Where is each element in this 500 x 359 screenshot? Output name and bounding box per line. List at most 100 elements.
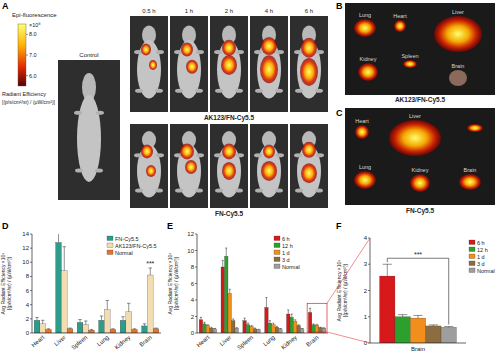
image-background (345, 108, 495, 205)
organ-label: Lung (359, 12, 371, 18)
error-bar (309, 308, 311, 312)
fluorescence-signal (146, 165, 156, 177)
y-tick-label: 1 (364, 314, 368, 320)
error-bar (323, 327, 325, 328)
mouse-limb (215, 188, 223, 192)
legend-label: 6 h (282, 236, 290, 242)
x-tick-label: Brain (411, 346, 425, 352)
legend-label: 1 d (477, 254, 485, 260)
organ-label: Kidney (412, 167, 429, 173)
fluorescence-signal (302, 142, 316, 158)
organ-label: Heart (393, 13, 407, 19)
y-tick-label: 8 (26, 273, 30, 279)
error-bar (276, 326, 278, 328)
error-bar (121, 317, 124, 321)
mouse-limb (315, 188, 323, 192)
error-bar (57, 234, 60, 242)
legend-label: 12 h (477, 247, 488, 253)
mouse-limb (255, 89, 263, 93)
organ (389, 120, 441, 156)
zoom-line (327, 332, 370, 343)
group-label: AK123/FN-Cy5.5 (395, 96, 446, 104)
fluorescence-signal (301, 38, 317, 58)
zoom-box (307, 303, 327, 332)
y-tick-label: 10 (187, 248, 194, 254)
bar (380, 276, 395, 343)
legend-label: Normal (282, 264, 300, 270)
mouse (214, 25, 244, 98)
x-tick-label: Brain (138, 334, 153, 348)
panel-letter: F (336, 221, 342, 231)
bar (395, 317, 410, 343)
organ-label: Brain (464, 167, 477, 173)
colorbar-tick (26, 34, 28, 35)
fluorescence-signal (222, 40, 236, 56)
mouse-limb (215, 89, 223, 93)
fluorescence-signal (261, 161, 277, 181)
y-tick-label: 4 (191, 297, 195, 303)
bar (206, 326, 209, 333)
mouse-limb (276, 50, 284, 54)
bar (110, 329, 116, 333)
significance-label: *** (146, 260, 154, 267)
mouse (294, 25, 324, 98)
error-bar (225, 248, 227, 256)
mouse-limb (294, 50, 302, 54)
y-tick-label: 12 (187, 231, 194, 237)
y-tick-label: 2 (191, 314, 195, 320)
legend-swatch (107, 250, 113, 255)
mouse-limb (155, 188, 163, 192)
error-bar (68, 328, 71, 330)
image-background (290, 124, 328, 208)
error-bar (258, 329, 260, 330)
y-tick-label: 10 (22, 259, 29, 265)
bar (297, 326, 300, 333)
bar (83, 325, 89, 333)
bar (99, 320, 105, 333)
organ-label: Heart (355, 118, 369, 124)
error-bar (143, 324, 146, 326)
colorbar-tick (26, 75, 28, 76)
error-bar (279, 328, 281, 329)
y-tick-label: 2 (364, 288, 368, 294)
bar (225, 256, 228, 333)
mouse (254, 25, 284, 98)
fluorescence-signal (181, 43, 193, 57)
mouse-limb (196, 153, 204, 157)
image-background (250, 124, 288, 208)
legend-label: Normal (477, 268, 495, 274)
image-background (130, 16, 168, 112)
error-bar (232, 319, 234, 321)
error-bar (41, 320, 44, 324)
mouse-limb (255, 188, 263, 192)
legend-label: 3 d (282, 257, 290, 263)
error-bar (229, 289, 231, 293)
image-background (210, 16, 248, 112)
error-bar (133, 328, 136, 330)
y-tick-label: 4 (26, 302, 30, 308)
bar-chart: Avg Radiant Efficiency ×10⁸[(p/s/cm²/sr)… (0, 231, 161, 351)
error-bar (383, 264, 392, 276)
mouse-limb (174, 50, 182, 54)
x-axis (370, 343, 466, 344)
image-background (345, 3, 495, 95)
bar (61, 271, 67, 333)
error-bar (301, 328, 303, 329)
error-bar (272, 323, 274, 325)
organ (394, 20, 406, 32)
organ-label: Brain (452, 63, 465, 69)
bar (34, 320, 40, 333)
mouse (214, 131, 244, 197)
figure: ABCDEFEpi-fluorescence×10⁸8.07.06.0Radia… (0, 0, 500, 359)
organ (459, 174, 481, 190)
error-bar (63, 247, 66, 271)
panel-letter: D (2, 221, 9, 231)
legend-label: 6 h (477, 240, 485, 246)
x-axis (197, 333, 328, 334)
y-tick-label: 0 (191, 330, 195, 336)
x-tick-label: Spleen (236, 334, 254, 351)
organ-label: Liver (452, 9, 464, 15)
error-bar (214, 328, 216, 329)
legend-swatch (469, 254, 475, 259)
mouse (74, 73, 104, 182)
